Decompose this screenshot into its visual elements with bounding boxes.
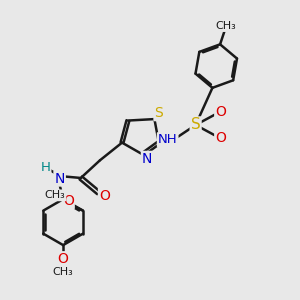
Text: S: S bbox=[154, 106, 163, 120]
Text: CH₃: CH₃ bbox=[45, 190, 65, 200]
Text: H: H bbox=[40, 161, 50, 174]
Text: N: N bbox=[54, 172, 65, 186]
Text: O: O bbox=[63, 194, 74, 208]
Text: S: S bbox=[191, 118, 200, 133]
Text: O: O bbox=[215, 105, 226, 119]
Text: NH: NH bbox=[158, 133, 178, 146]
Text: CH₃: CH₃ bbox=[53, 267, 74, 277]
Text: O: O bbox=[99, 189, 110, 202]
Text: N: N bbox=[142, 152, 152, 166]
Text: CH₃: CH₃ bbox=[216, 21, 236, 31]
Text: O: O bbox=[215, 131, 226, 145]
Text: O: O bbox=[58, 252, 69, 266]
